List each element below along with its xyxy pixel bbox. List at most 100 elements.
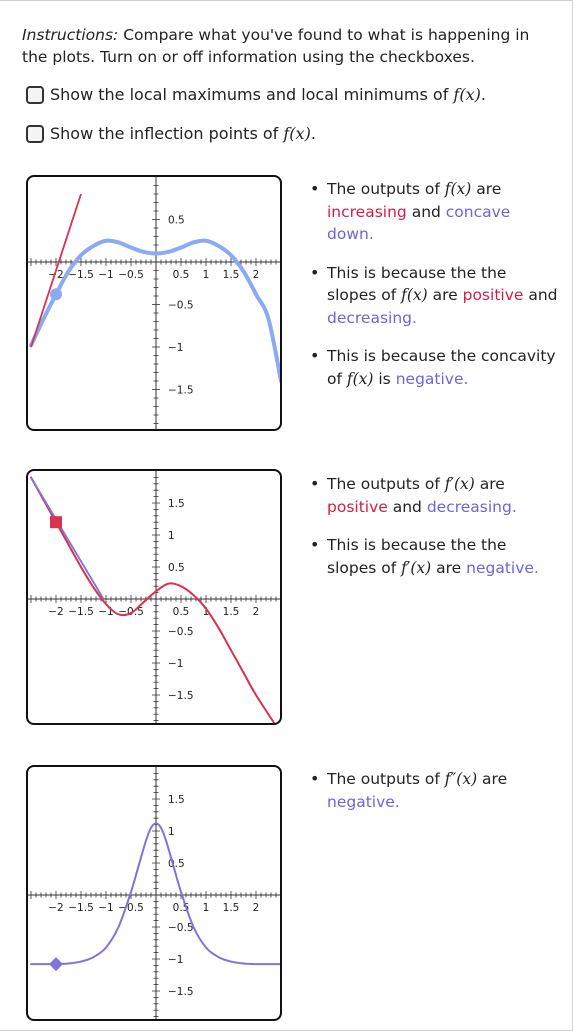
- bullet-text: The outputs of: [327, 475, 445, 493]
- bullets-f: The outputs of f(x) are increasing and c…: [308, 178, 558, 406]
- math-fx: f(x): [283, 124, 311, 143]
- highlight-text-blue: decreasing.: [426, 497, 517, 516]
- function-curve: [29, 238, 280, 383]
- y-tick-label: −1.5: [168, 986, 194, 998]
- instructions-body: Compare what you've found to what is hap…: [22, 26, 530, 66]
- bullet-text: are: [471, 180, 502, 198]
- math-expression: f′(x): [444, 475, 475, 493]
- x-tick-label: −0.5: [118, 269, 144, 281]
- bullets-f-prime: The outputs of f′(x) are positive and de…: [308, 473, 558, 595]
- x-tick-label: −1: [98, 902, 113, 914]
- checkbox-row-inflection[interactable]: Show the inflection points of f(x).: [26, 124, 316, 143]
- graph-f-double-prime-svg: −2 −1.5 −1 −0.5 0.5 1 1.5 21.510.5−0.5−1−1.5: [28, 767, 280, 1019]
- x-tick-label: −1.5: [68, 269, 94, 281]
- bullet-text: This is because the the slopes of: [327, 536, 507, 577]
- highlight-text-blue: concave down.: [327, 202, 511, 244]
- y-tick-label: −1: [168, 658, 183, 670]
- x-tick-label: 2: [253, 902, 260, 914]
- graph-f[interactable]: −2 −1.5 −1 −0.5 0.5 1 1.5 2 0.5 −0.5 −1 −1.5: [26, 175, 282, 431]
- x-tick-label: 1.5: [223, 902, 240, 914]
- checkbox-row-extrema[interactable]: Show the local maximums and local minimu…: [26, 85, 486, 104]
- bullet-item: The outputs of f′(x) are positive and de…: [308, 473, 558, 518]
- bullet-item: This is because the the slopes of f(x) a…: [308, 262, 558, 330]
- y-tick-label: −1.5: [168, 690, 194, 702]
- y-tick-label: 1: [168, 530, 175, 542]
- graph-f-svg: −2 −1.5 −1 −0.5 0.5 1 1.5 2 0.5 −0.5 −1 −1.5: [28, 177, 280, 429]
- x-tick-label: −1: [98, 606, 113, 618]
- graph-f-prime-svg: −2 −1.5 −1 −0.5 0.5 1 1.5 21.510.5−0.5−1−1.5: [28, 471, 280, 723]
- y-tick-label: −0.5: [168, 300, 194, 312]
- x-tick-label: 1.5: [223, 606, 240, 618]
- y-tick-label: 1: [168, 826, 175, 838]
- y-tick-label: 0.5: [168, 215, 185, 227]
- bullet-text: are: [431, 558, 467, 577]
- bullet-item: This is because the the slopes of f′(x) …: [308, 534, 558, 579]
- highlight-text-red: positive: [327, 497, 388, 516]
- x-tick-label: 2: [253, 269, 260, 281]
- x-tick-label: 1: [203, 902, 210, 914]
- x-tick-label: 0.5: [173, 269, 190, 281]
- bullet-text: are: [474, 475, 505, 493]
- y-tick-label: −0.5: [168, 922, 194, 934]
- checkbox-extrema-label: Show the local maximums and local minimu…: [50, 85, 486, 104]
- y-tick-label: 1.5: [168, 794, 185, 806]
- x-tick-label: −2: [48, 902, 63, 914]
- highlight-text-blue: decreasing.: [327, 308, 417, 327]
- point-marker[interactable]: [49, 957, 63, 972]
- highlight-text-blue: negative.: [466, 558, 539, 577]
- graph-f-prime[interactable]: −2 −1.5 −1 −0.5 0.5 1 1.5 2 1.5 1 0.5 −0.5 −1 −1.5: [26, 469, 282, 725]
- math-expression: f′(x): [401, 558, 432, 577]
- math-expression: f″(x): [444, 770, 478, 788]
- y-tick-label: 0.5: [168, 858, 185, 870]
- instructions-lead: Instructions:: [22, 26, 119, 44]
- highlight-text-blue: negative.: [327, 792, 400, 811]
- point-marker[interactable]: [50, 516, 62, 529]
- x-tick-label: −0.5: [118, 902, 144, 914]
- x-tick-label: −2: [48, 269, 63, 281]
- y-tick-label: −1: [168, 342, 183, 354]
- x-tick-label: −1: [98, 269, 113, 281]
- x-tick-label: 0.5: [173, 606, 190, 618]
- math-fx: f(x): [453, 85, 481, 104]
- bullet-text: are: [427, 286, 463, 304]
- x-tick-label: −1.5: [68, 606, 94, 618]
- bullet-text: and: [387, 497, 427, 516]
- highlight-text-red: increasing: [327, 202, 407, 221]
- y-tick-label: −1.5: [168, 385, 194, 397]
- math-expression: f(x): [444, 180, 472, 198]
- bullet-text: are: [477, 770, 508, 788]
- x-tick-label: 1: [203, 606, 210, 618]
- function-curve: [30, 822, 280, 966]
- bullet-text: is: [373, 369, 396, 388]
- math-expression: f(x): [346, 369, 374, 388]
- bullet-item: This is because the concavity of f(x) is…: [308, 345, 558, 390]
- math-expression: f(x): [401, 286, 428, 304]
- function-curve: [30, 476, 276, 723]
- bullet-text: This is because the concavity of: [327, 347, 556, 388]
- graph-f-double-prime[interactable]: −2 −1.5 −1 −0.5 0.5 1 1.5 2 1.5 1 0.5 −0.5 −1 −1.5: [26, 765, 282, 1021]
- highlight-text-blue: negative.: [395, 369, 469, 388]
- x-tick-label: 1.5: [223, 269, 240, 281]
- x-tick-label: −1.5: [68, 902, 94, 914]
- bullets-f-double-prime: The outputs of f″(x) are negative.: [308, 768, 558, 829]
- bullet-text: and: [523, 286, 558, 304]
- point-marker[interactable]: [50, 288, 62, 301]
- x-tick-label: 2: [253, 606, 260, 618]
- bullet-text: This is because the the slopes of: [327, 263, 507, 305]
- tangent-line: [30, 193, 82, 348]
- bullet-text: The outputs of: [327, 180, 445, 198]
- y-tick-label: 0.5: [168, 562, 185, 574]
- bullet-item: The outputs of f(x) are increasing and c…: [308, 178, 558, 246]
- bullet-text: and: [406, 202, 446, 221]
- bullet-text: The outputs of: [327, 770, 445, 788]
- checkbox-inflection-label: Show the inflection points of f(x).: [50, 124, 316, 143]
- y-tick-label: −0.5: [168, 626, 194, 638]
- checkbox-inflection[interactable]: [26, 124, 44, 143]
- bullet-item: The outputs of f″(x) are negative.: [308, 768, 558, 813]
- y-tick-label: 1.5: [168, 498, 185, 510]
- checkbox-extrema[interactable]: [26, 85, 44, 104]
- x-tick-label: −2: [48, 606, 63, 618]
- y-tick-label: −1: [168, 954, 183, 966]
- x-tick-label: 1: [203, 269, 210, 281]
- instructions-text: Instructions: Compare what you've found …: [22, 24, 552, 68]
